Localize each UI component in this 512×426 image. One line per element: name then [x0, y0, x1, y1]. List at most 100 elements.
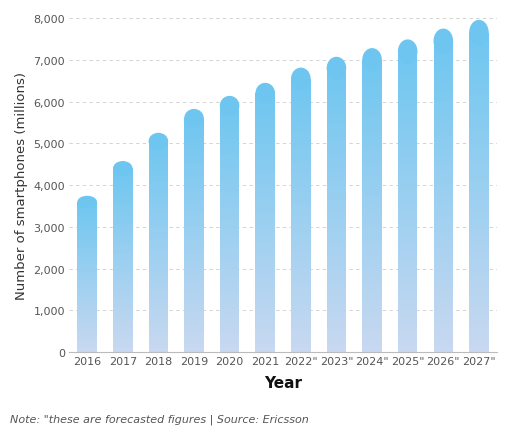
- Bar: [148, 220, 168, 222]
- Bar: [113, 201, 133, 202]
- Bar: [434, 220, 453, 222]
- Bar: [148, 244, 168, 246]
- Bar: [77, 341, 97, 343]
- Bar: [184, 233, 204, 234]
- Bar: [184, 314, 204, 315]
- Bar: [291, 147, 311, 149]
- Bar: [291, 303, 311, 305]
- Bar: [148, 347, 168, 348]
- Bar: [220, 300, 240, 302]
- Bar: [113, 253, 133, 255]
- Bar: [398, 350, 417, 352]
- Bar: [148, 150, 168, 152]
- Bar: [113, 182, 133, 184]
- Bar: [255, 194, 275, 196]
- Bar: [434, 94, 453, 96]
- Bar: [362, 95, 382, 98]
- Bar: [434, 79, 453, 81]
- Bar: [291, 238, 311, 239]
- Bar: [327, 271, 346, 273]
- Bar: [255, 166, 275, 168]
- Bar: [291, 347, 311, 349]
- Bar: [255, 197, 275, 199]
- Bar: [184, 161, 204, 163]
- Bar: [77, 320, 97, 321]
- Bar: [327, 254, 346, 256]
- Bar: [255, 123, 275, 125]
- Bar: [113, 330, 133, 331]
- Bar: [255, 349, 275, 351]
- Bar: [148, 173, 168, 174]
- Bar: [362, 210, 382, 212]
- Bar: [398, 80, 417, 82]
- Bar: [398, 306, 417, 308]
- Bar: [291, 294, 311, 296]
- Bar: [77, 218, 97, 219]
- Bar: [291, 110, 311, 112]
- Ellipse shape: [220, 97, 240, 116]
- Bar: [469, 104, 489, 106]
- Bar: [362, 261, 382, 263]
- Bar: [362, 321, 382, 323]
- Bar: [148, 167, 168, 169]
- Bar: [220, 205, 240, 207]
- Bar: [148, 340, 168, 341]
- Bar: [113, 286, 133, 288]
- Bar: [362, 131, 382, 132]
- Bar: [398, 116, 417, 118]
- Bar: [148, 157, 168, 159]
- Bar: [184, 183, 204, 184]
- Bar: [434, 247, 453, 249]
- Bar: [184, 332, 204, 334]
- Bar: [327, 124, 346, 126]
- Bar: [148, 308, 168, 309]
- Bar: [148, 213, 168, 215]
- Bar: [469, 93, 489, 95]
- Bar: [220, 153, 240, 154]
- Bar: [148, 156, 168, 157]
- Bar: [77, 317, 97, 318]
- Bar: [398, 230, 417, 232]
- Bar: [291, 89, 311, 90]
- Bar: [184, 138, 204, 139]
- Bar: [327, 210, 346, 213]
- Bar: [77, 235, 97, 236]
- Bar: [469, 63, 489, 66]
- Bar: [327, 181, 346, 182]
- Bar: [113, 294, 133, 295]
- Bar: [255, 265, 275, 266]
- Bar: [398, 76, 417, 78]
- Bar: [327, 161, 346, 164]
- Bar: [327, 135, 346, 137]
- Bar: [148, 288, 168, 289]
- Bar: [184, 261, 204, 262]
- Bar: [434, 139, 453, 141]
- Bar: [113, 295, 133, 296]
- Bar: [113, 179, 133, 180]
- Bar: [362, 121, 382, 123]
- Bar: [469, 95, 489, 97]
- Bar: [291, 86, 311, 89]
- Bar: [255, 297, 275, 299]
- Bar: [398, 286, 417, 288]
- Bar: [327, 314, 346, 317]
- Bar: [362, 66, 382, 69]
- Bar: [434, 110, 453, 112]
- Bar: [220, 132, 240, 134]
- Bar: [113, 312, 133, 313]
- Bar: [291, 139, 311, 141]
- Bar: [362, 350, 382, 352]
- Bar: [113, 333, 133, 334]
- Bar: [434, 331, 453, 334]
- Bar: [291, 345, 311, 347]
- Bar: [291, 112, 311, 114]
- Bar: [362, 173, 382, 176]
- Bar: [77, 337, 97, 338]
- Bar: [291, 196, 311, 198]
- Bar: [113, 305, 133, 306]
- Bar: [434, 178, 453, 181]
- Bar: [362, 60, 382, 63]
- Bar: [362, 323, 382, 325]
- Bar: [77, 303, 97, 304]
- Bar: [148, 240, 168, 242]
